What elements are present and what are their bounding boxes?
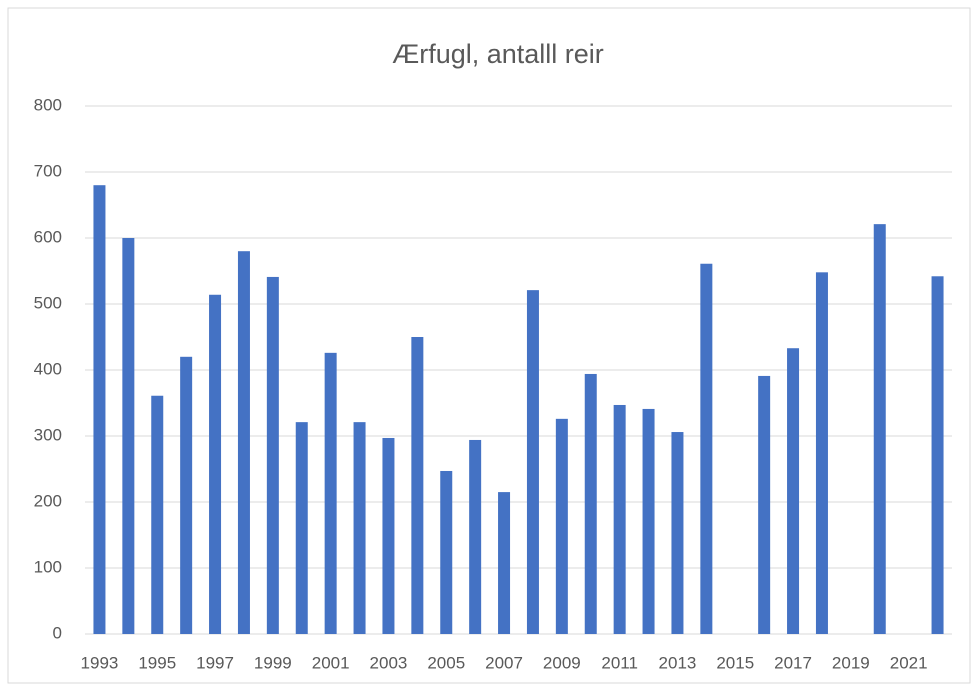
x-tick-label: 2015 — [716, 653, 754, 672]
bar — [498, 492, 511, 634]
x-tick-label: 2011 — [601, 653, 638, 672]
bar — [555, 418, 568, 634]
bar — [93, 185, 106, 634]
x-tick-label: 2013 — [659, 653, 697, 672]
bar — [266, 276, 279, 634]
bar — [382, 437, 395, 634]
x-tick-label: 2003 — [370, 653, 408, 672]
bar — [237, 251, 250, 634]
bar — [353, 422, 366, 634]
bar — [613, 404, 626, 634]
bar — [151, 395, 164, 634]
y-tick-label: 100 — [34, 557, 62, 576]
y-tick-label: 700 — [34, 161, 62, 180]
bar — [411, 337, 424, 634]
bar — [526, 290, 539, 634]
y-tick-label: 300 — [34, 425, 62, 444]
x-tick-label: 1995 — [138, 653, 176, 672]
x-tick-label: 1993 — [81, 653, 119, 672]
chart-frame — [7, 7, 971, 684]
bar — [295, 422, 308, 634]
bar — [700, 263, 713, 634]
x-tick-label: 1997 — [196, 653, 234, 672]
x-tick-label: 2007 — [485, 653, 523, 672]
bar — [931, 276, 944, 634]
bar — [122, 238, 135, 634]
x-tick-label: 2001 — [312, 653, 350, 672]
bar — [642, 408, 655, 634]
y-tick-label: 800 — [34, 95, 62, 114]
bar — [584, 373, 597, 634]
x-tick-label: 2017 — [774, 653, 812, 672]
bar — [873, 224, 886, 634]
bar — [815, 272, 828, 634]
bar — [671, 432, 684, 634]
bar — [209, 294, 222, 634]
bar — [758, 375, 771, 634]
y-tick-label: 500 — [34, 293, 62, 312]
bar — [180, 356, 193, 634]
x-tick-label: 2021 — [890, 653, 928, 672]
x-tick-label: 1999 — [254, 653, 292, 672]
bar — [324, 352, 337, 634]
chart-title: Ærfugl, antalll reir — [392, 39, 604, 69]
y-tick-label: 400 — [34, 359, 62, 378]
bar — [469, 439, 482, 634]
x-tick-label: 2009 — [543, 653, 581, 672]
x-tick-label: 2019 — [832, 653, 870, 672]
y-tick-label: 600 — [34, 227, 62, 246]
y-tick-label: 200 — [34, 491, 62, 510]
x-tick-label: 2005 — [427, 653, 465, 672]
bar — [440, 470, 453, 634]
bar — [787, 348, 800, 634]
y-tick-label: 0 — [53, 623, 62, 642]
